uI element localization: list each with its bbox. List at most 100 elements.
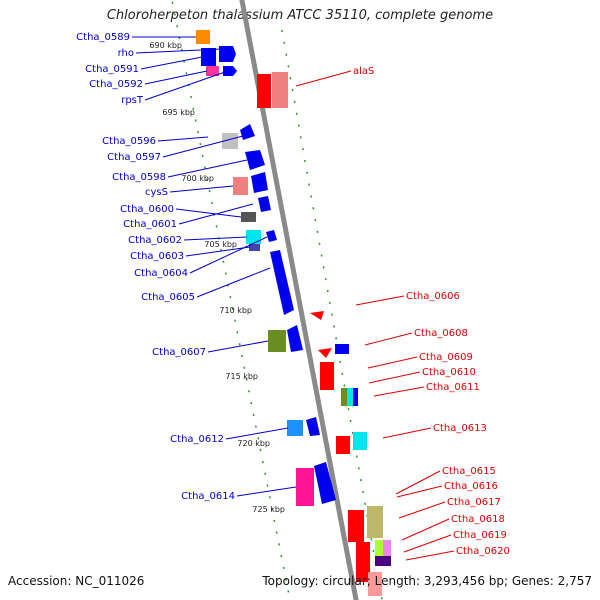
gene-ctha-0612b <box>306 417 320 436</box>
gene-label-left[interactable]: Ctha_0600 <box>120 204 174 215</box>
gene-label-right[interactable]: Ctha_0613 <box>433 423 487 434</box>
gene-ctha-0619 <box>375 556 391 566</box>
genome-summary-text: Topology: circular; Length: 3,293,456 bp… <box>262 574 592 588</box>
right-leader-line <box>295 70 352 87</box>
right-leader-line <box>405 550 455 561</box>
gene-cyss <box>233 177 248 195</box>
left-leader-line <box>225 427 289 440</box>
left-leader-line <box>189 236 268 274</box>
kbp-tick-label: 720 kbp <box>237 439 270 448</box>
kbp-tick-label: 705 kbp <box>204 240 237 249</box>
gene-ctha-0610 <box>341 388 347 406</box>
gene-ctha-0600 <box>251 172 268 193</box>
gene-label-left[interactable]: Ctha_0605 <box>141 292 195 303</box>
gene-label-left[interactable]: Ctha_0601 <box>123 219 177 230</box>
right-leader-line <box>403 534 452 553</box>
gene-ctha-0602 <box>258 196 271 212</box>
left-leader-line <box>175 208 242 218</box>
left-leader-line <box>144 70 208 85</box>
gene-ctha-0603 <box>246 230 261 244</box>
gene-ctha-0597 <box>240 124 255 140</box>
gene-label-left[interactable]: rpsT <box>121 95 144 106</box>
gene-ctha-0611b <box>353 388 358 406</box>
gene-ctha-0612 <box>287 420 303 436</box>
gene-label-left[interactable]: cysS <box>145 187 168 198</box>
gene-ctha-0617 <box>375 540 383 556</box>
gene-ctha-0618 <box>383 540 391 556</box>
right-leader-line <box>398 501 446 519</box>
right-leader-line <box>373 386 425 397</box>
gene-ctha-0607 <box>268 330 286 352</box>
gene-ctha-0591 <box>201 48 216 66</box>
gene-label-left[interactable]: Ctha_0603 <box>130 251 184 262</box>
accession-text: Accession: NC_011026 <box>8 574 145 588</box>
gene-label-right[interactable]: Ctha_0616 <box>444 481 498 492</box>
gene-ctha-0605 <box>270 250 294 315</box>
gene-label-right[interactable]: Ctha_0617 <box>447 497 501 508</box>
gene-alas <box>257 74 271 108</box>
gene-label-left[interactable]: Ctha_0598 <box>112 172 166 183</box>
gene-alas-b <box>272 72 288 108</box>
gene-ctha-0613b <box>353 432 367 450</box>
gene-ctha-0620b <box>368 572 382 596</box>
right-leader-line <box>382 427 432 439</box>
right-leader-line <box>367 356 418 369</box>
gene-label-left[interactable]: Ctha_0604 <box>134 268 188 279</box>
left-leader-line <box>140 56 203 70</box>
gene-ctha-0620 <box>356 542 370 582</box>
gene-ctha-0589 <box>196 30 210 44</box>
kbp-tick-label: 700 kbp <box>181 174 214 183</box>
left-leader-line <box>144 71 226 101</box>
gene-label-left[interactable]: Ctha_0607 <box>152 347 206 358</box>
gene-label-right[interactable]: Ctha_0618 <box>451 514 505 525</box>
gene-ctha-0613 <box>336 436 350 454</box>
kbp-ticks: 690 kbp 695 kbp 700 kbp 705 kbp 710 kbp 715 k… <box>149 41 285 514</box>
gene-label-right[interactable]: Ctha_0608 <box>414 328 468 339</box>
right-genes <box>257 72 391 596</box>
gene-label-right[interactable]: Ctha_0615 <box>442 466 496 477</box>
gene-label-right[interactable]: Ctha_0611 <box>426 382 480 393</box>
gene-ctha-0611 <box>347 388 353 406</box>
gene-ctha-0616 <box>367 506 383 538</box>
left-leader-line <box>167 159 248 178</box>
gene-ctha-0592 <box>206 66 219 76</box>
gene-rho <box>219 46 236 62</box>
kbp-tick-label: 690 kbp <box>149 41 182 50</box>
left-leader-line <box>207 340 269 353</box>
gene-ctha-0601 <box>241 212 256 222</box>
gene-label-left[interactable]: Ctha_0592 <box>89 79 143 90</box>
gene-label-left[interactable]: Ctha_0612 <box>170 434 224 445</box>
gene-label-left[interactable]: rho <box>118 48 134 59</box>
gene-ctha-0598 <box>245 150 265 170</box>
right-leader-line <box>396 485 443 498</box>
gene-label-left[interactable]: Ctha_0591 <box>85 64 139 75</box>
gene-ctha-0609 <box>320 362 334 390</box>
right-leader-line <box>368 371 421 384</box>
gene-label-right[interactable]: Ctha_0620 <box>456 546 510 557</box>
gene-label-right[interactable]: Ctha_0609 <box>419 352 473 363</box>
gene-label-left[interactable]: Ctha_0602 <box>128 235 182 246</box>
left-leader-line <box>169 185 234 193</box>
left-leader-line <box>183 236 248 241</box>
gene-label-right[interactable]: Ctha_0606 <box>406 291 460 302</box>
gene-label-right[interactable]: alaS <box>353 66 374 77</box>
gene-rpst <box>223 66 237 76</box>
gene-label-right[interactable]: Ctha_0610 <box>422 367 476 378</box>
gene-label-right[interactable]: Ctha_0619 <box>453 530 507 541</box>
gene-ctha-0615 <box>348 510 364 542</box>
gene-label-left[interactable]: Ctha_0614 <box>181 491 235 502</box>
left-leader-line <box>178 203 254 225</box>
right-leader-line <box>401 518 450 541</box>
right-leader-line <box>355 295 405 306</box>
left-leader-line <box>162 135 244 158</box>
left-leader-line <box>236 486 297 497</box>
gene-label-left[interactable]: Ctha_0597 <box>107 152 161 163</box>
gene-ctha-0608 <box>335 344 349 354</box>
gene-label-left[interactable]: Ctha_0589 <box>76 32 130 43</box>
right-leader-line <box>364 332 413 346</box>
gene-label-left[interactable]: Ctha_0596 <box>102 136 156 147</box>
left-leader-line <box>196 267 271 298</box>
